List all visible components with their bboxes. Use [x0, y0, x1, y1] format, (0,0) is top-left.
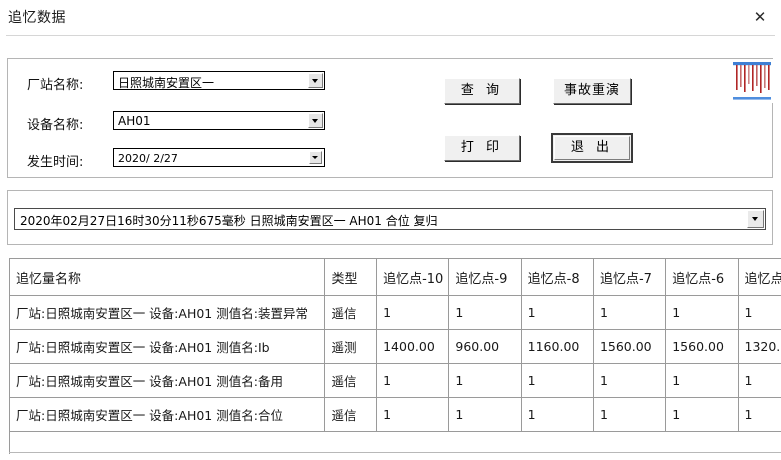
cell-value: 1 [738, 363, 781, 398]
accident-replay-button[interactable]: 事故重演 [553, 78, 631, 104]
exit-button[interactable]: 退 出 [551, 133, 633, 163]
cell-value: 960.00 [448, 329, 522, 364]
table-header-row: 追忆量名称 类型 追忆点-10 追忆点-9 追忆点-8 追忆点-7 追忆点-6 … [10, 259, 781, 296]
cell-value: 1 [448, 363, 522, 398]
cell-value: 1 [376, 397, 450, 432]
waveform-icon[interactable] [731, 59, 773, 103]
cell-value: 1 [521, 363, 594, 398]
exit-button-label: 退 出 [554, 136, 630, 160]
table-row[interactable]: 厂站:日照城南安置区一 设备:AH01 测值名:Ib 遥测 1400.00 96… [10, 329, 781, 364]
column-header-pt-10[interactable]: 追忆点-10 [376, 259, 450, 296]
recall-data-table: 追忆量名称 类型 追忆点-10 追忆点-9 追忆点-8 追忆点-7 追忆点-6 … [10, 259, 781, 432]
cell-value: 1 [738, 397, 781, 432]
cell-type: 遥信 [324, 397, 378, 432]
grid-bottom-edge [9, 452, 781, 453]
cell-value: 1 [593, 397, 667, 432]
station-name-label: 厂站名称: [27, 78, 84, 93]
chevron-down-icon[interactable] [308, 113, 323, 128]
cell-value: 1320.00 [738, 329, 781, 364]
device-name-value: AH01 [118, 114, 151, 128]
recall-data-grid[interactable]: 追忆量名称 类型 追忆点-10 追忆点-9 追忆点-8 追忆点-7 追忆点-6 … [9, 258, 781, 454]
column-header-pt-9[interactable]: 追忆点-9 [448, 259, 522, 296]
chevron-down-icon[interactable] [747, 210, 764, 228]
chevron-down-icon[interactable] [308, 73, 323, 88]
cell-type: 遥信 [324, 295, 378, 330]
cell-value: 1 [665, 363, 739, 398]
cell-value: 1 [521, 295, 594, 330]
cell-value: 1 [521, 397, 594, 432]
cell-name: 厂站:日照城南安置区一 设备:AH01 测值名:装置异常 [10, 295, 326, 330]
cell-name: 厂站:日照城南安置区一 设备:AH01 测值名:Ib [10, 329, 326, 364]
cell-value: 1 [376, 295, 450, 330]
cell-value: 1 [376, 363, 450, 398]
occur-time-label: 发生时间: [27, 155, 84, 170]
title-bar-divider [6, 35, 775, 36]
table-row[interactable]: 厂站:日照城南安置区一 设备:AH01 测值名:合位 遥信 1 1 1 1 1 … [10, 397, 781, 432]
table-row[interactable]: 厂站:日照城南安置区一 设备:AH01 测值名:装置异常 遥信 1 1 1 1 … [10, 295, 781, 330]
chevron-down-icon[interactable] [309, 151, 322, 164]
cell-type: 遥测 [324, 329, 378, 364]
cell-name: 厂站:日照城南安置区一 设备:AH01 测值名:备用 [10, 363, 326, 398]
cell-value: 1 [665, 397, 739, 432]
column-header-name[interactable]: 追忆量名称 [10, 259, 326, 296]
cell-value: 1 [665, 295, 739, 330]
cell-value: 1400.00 [376, 329, 450, 364]
cell-value: 1 [448, 397, 522, 432]
column-header-pt-7[interactable]: 追忆点-7 [593, 259, 667, 296]
query-button[interactable]: 查 询 [444, 78, 520, 104]
cell-value: 1 [593, 295, 667, 330]
occur-time-picker[interactable]: 2020/ 2/27 [113, 148, 325, 167]
column-header-type[interactable]: 类型 [324, 259, 378, 296]
column-header-pt-5[interactable]: 追忆点-5 [738, 259, 781, 296]
cell-value: 1 [448, 295, 522, 330]
window-title: 追忆数据 [8, 10, 66, 26]
event-select[interactable]: 2020年02月27日16时30分11秒675毫秒 日照城南安置区一 AH01 … [14, 208, 766, 230]
close-icon[interactable]: ✕ [753, 8, 767, 26]
cell-value: 1 [593, 363, 667, 398]
cell-value: 1560.00 [593, 329, 667, 364]
event-select-value: 2020年02月27日16时30分11秒675毫秒 日照城南安置区一 AH01 … [20, 214, 438, 228]
column-header-pt-6[interactable]: 追忆点-6 [665, 259, 739, 296]
cell-value: 1160.00 [521, 329, 594, 364]
column-header-pt-8[interactable]: 追忆点-8 [521, 259, 594, 296]
table-row[interactable]: 厂站:日照城南安置区一 设备:AH01 测值名:备用 遥信 1 1 1 1 1 … [10, 363, 781, 398]
cell-value: 1 [738, 295, 781, 330]
cell-type: 遥信 [324, 363, 378, 398]
device-name-label: 设备名称: [27, 118, 84, 133]
title-bar: 追忆数据 ✕ [0, 0, 781, 36]
cell-name: 厂站:日照城南安置区一 设备:AH01 测值名:合位 [10, 397, 326, 432]
device-name-select[interactable]: AH01 [113, 111, 325, 130]
occur-time-value: 2020/ 2/27 [118, 152, 178, 165]
station-name-select[interactable]: 日照城南安置区一 [113, 71, 325, 90]
print-button[interactable]: 打 印 [444, 135, 520, 161]
cell-value: 1560.00 [665, 329, 739, 364]
station-name-value: 日照城南安置区一 [118, 76, 215, 90]
